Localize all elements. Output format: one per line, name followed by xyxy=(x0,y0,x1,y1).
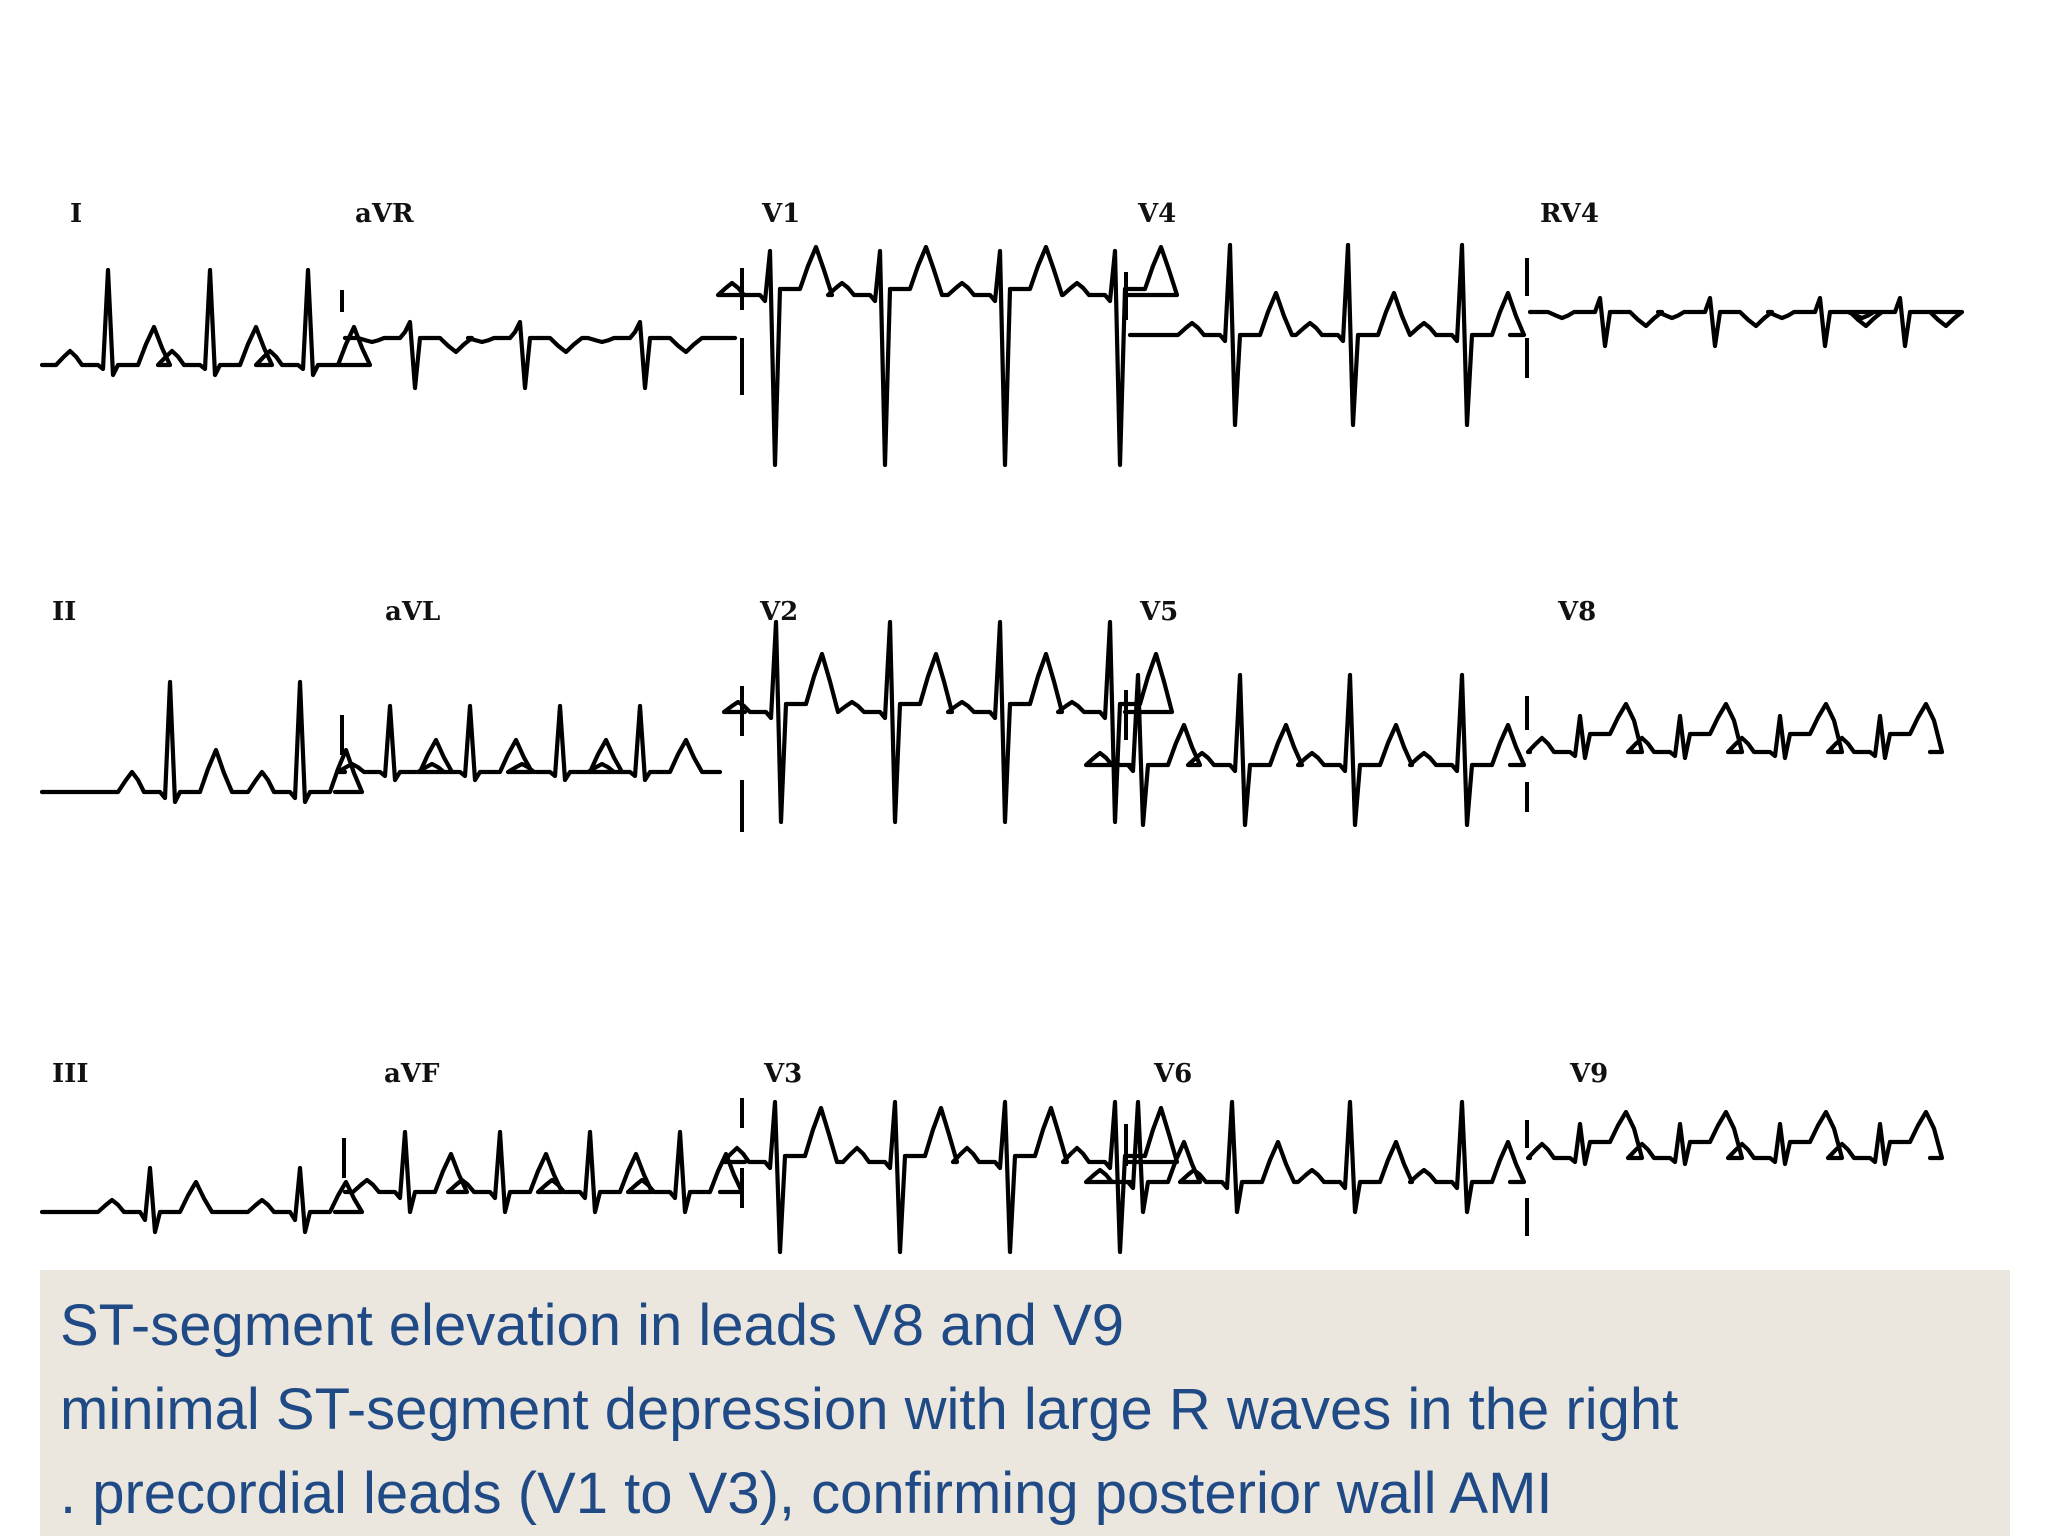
trace-V4 xyxy=(1127,242,1527,428)
lead-label-V5: V5 xyxy=(1139,597,1178,627)
trace-V8 xyxy=(1525,701,1945,761)
trace-V9 xyxy=(1525,1109,1945,1167)
trace-V6 xyxy=(1083,1099,1527,1215)
lead-label-aVF: aVF xyxy=(384,1059,440,1089)
lead-label-aVR: aVR xyxy=(355,199,414,229)
lead-label-II: II xyxy=(52,597,76,627)
lead-label-V6: V6 xyxy=(1153,1059,1192,1089)
ecg-traces xyxy=(39,242,1965,1255)
caption-line-1: ST-segment elevation in leads V8 and V9 xyxy=(60,1293,1124,1358)
lead-label-I: I xyxy=(70,199,82,229)
trace-V5 xyxy=(1083,672,1527,828)
lead-label-V9: V9 xyxy=(1569,1059,1608,1089)
lead-label-RV4: RV4 xyxy=(1540,199,1599,229)
lead-label-aVL: aVL xyxy=(385,597,440,627)
lead-label-V3: V3 xyxy=(763,1059,802,1089)
caption-box: ST-segment elevation in leads V8 and V9 … xyxy=(40,1270,2010,1536)
trace-I xyxy=(39,267,373,378)
trace-aVF xyxy=(342,1129,745,1215)
lead-label-V1: V1 xyxy=(761,199,800,229)
caption-line-2: minimal ST-segment depression with large… xyxy=(60,1377,1679,1442)
lead-label-V4: V4 xyxy=(1137,199,1176,229)
lead-label-V2: V2 xyxy=(759,597,798,627)
trace-aVL xyxy=(335,703,723,783)
lead-label-V8: V8 xyxy=(1557,597,1596,627)
lead-label-III: III xyxy=(52,1059,89,1089)
trace-RV4 xyxy=(1527,295,1965,349)
trace-V1 xyxy=(715,244,1180,468)
ecg-tracing: I aVR V1 V4 RV4 II aVL V2 V5 V8 III aVF … xyxy=(39,199,1965,1255)
trace-V3 xyxy=(720,1099,1180,1255)
trace-aVR xyxy=(342,319,738,391)
trace-II xyxy=(39,679,365,805)
trace-III xyxy=(39,1165,365,1235)
trace-V2 xyxy=(721,619,1175,825)
caption-line-3: . precordial leads (V1 to V3), confirmin… xyxy=(60,1461,1553,1526)
